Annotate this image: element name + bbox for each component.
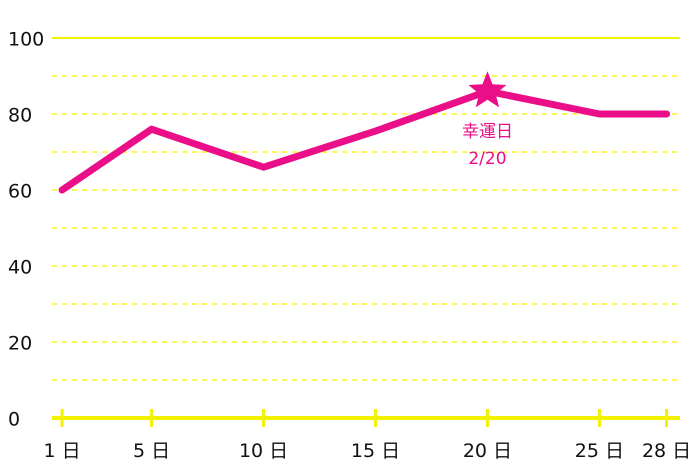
x-tick-label: 1 日: [44, 440, 81, 462]
x-tick-label: 25 日: [575, 440, 624, 462]
annotation-label-date: 2/20: [468, 149, 506, 169]
x-tick-label: 5 日: [133, 440, 170, 462]
x-axis: [52, 409, 680, 427]
y-axis-labels: 0 20 40 60 80 100: [8, 29, 44, 431]
annotation-group: 幸運日 2/20: [462, 71, 513, 169]
annotation-label-day: 幸運日: [462, 122, 513, 142]
x-tick-label: 20 日: [463, 440, 512, 462]
series-line-group: [58, 87, 671, 194]
x-axis-labels: 1 日 5 日 10 日 15 日 20 日 25 日 28 日: [44, 440, 692, 462]
y-tick-label: 40: [8, 257, 32, 279]
y-tick-label: 60: [8, 181, 32, 203]
x-tick-label: 15 日: [351, 440, 400, 462]
x-tick-label: 10 日: [239, 440, 288, 462]
series-line: [58, 87, 671, 194]
y-tick-label: 80: [8, 105, 32, 127]
x-tick-label: 28 日: [642, 440, 691, 462]
star-icon: [468, 71, 507, 108]
y-tick-label: 100: [8, 29, 44, 51]
y-tick-label: 0: [8, 409, 20, 431]
grid-lines: [52, 37, 680, 381]
y-tick-label: 20: [8, 333, 32, 355]
